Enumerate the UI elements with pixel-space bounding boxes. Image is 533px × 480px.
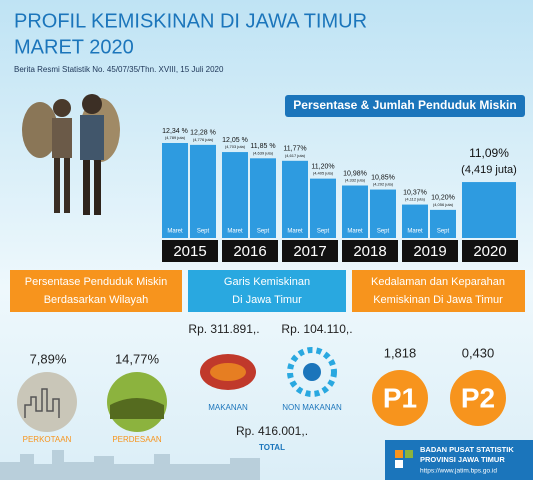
period-label: Sept xyxy=(437,229,450,235)
chart-title-box xyxy=(285,95,525,117)
label: MAKANAN xyxy=(208,403,248,412)
year-band xyxy=(462,240,518,262)
bar xyxy=(342,185,368,238)
illustration xyxy=(22,94,120,215)
bar xyxy=(430,209,456,238)
url: https://www.jatim.bps.go.id xyxy=(420,468,497,475)
period-label: Sept xyxy=(197,229,210,235)
value: 7,89% xyxy=(30,351,67,366)
value-label: 10,98% xyxy=(343,170,367,177)
bar xyxy=(250,158,276,238)
period-label: Maret xyxy=(167,229,183,235)
bar xyxy=(190,144,216,238)
value-label: 11,09% xyxy=(469,146,509,160)
value: 1,818 xyxy=(384,345,417,360)
label: P2 xyxy=(461,382,495,413)
bar xyxy=(370,189,396,238)
section-box xyxy=(188,270,346,312)
year-label: 2019 xyxy=(413,243,446,260)
org: BADAN PUSAT STATISTIK xyxy=(420,445,514,454)
count-label: (4,405 juta) xyxy=(313,171,334,176)
section-title: Garis Kemiskinan xyxy=(224,276,310,288)
footer-box xyxy=(385,440,533,480)
count-label: (4,789 juta) xyxy=(165,135,186,140)
icon-village xyxy=(110,398,164,419)
year-band xyxy=(222,240,278,262)
value-label: 12,05 % xyxy=(222,137,248,144)
value-label: 11,20% xyxy=(311,163,334,170)
count-label: (4,112 juta) xyxy=(405,197,426,202)
year-label: 2016 xyxy=(233,243,266,260)
city-silhouette xyxy=(0,450,260,480)
period-label: Maret xyxy=(287,229,303,235)
value-label: 11,77% xyxy=(283,146,306,153)
bar xyxy=(462,182,516,238)
bar xyxy=(402,204,428,238)
icon-nonfood xyxy=(303,363,321,381)
chart-title: Persentase & Jumlah Penduduk Miskin xyxy=(293,98,516,112)
count-label: (4,617 juta) xyxy=(285,153,306,158)
bar xyxy=(222,152,248,238)
year-label: 2015 xyxy=(173,243,206,260)
icon-p1 xyxy=(372,370,428,426)
bar xyxy=(282,160,308,238)
period-label: Maret xyxy=(227,229,243,235)
count-label: (4,419 juta) xyxy=(461,164,517,176)
value-label: 12,28 % xyxy=(190,130,216,137)
count-label: (4,332 juta) xyxy=(345,178,366,183)
label: TOTAL xyxy=(259,443,285,452)
label: P1 xyxy=(383,382,417,413)
title: MARET 2020 xyxy=(14,36,134,58)
period-label: Sept xyxy=(377,229,390,235)
section-title: Di Jawa Timur xyxy=(232,294,302,306)
bar xyxy=(162,143,188,238)
label: PERKOTAAN xyxy=(23,435,72,444)
value: Rp. 311.891,. xyxy=(188,322,259,336)
count-label: (4,056 juta) xyxy=(433,202,454,207)
subtitle: Berita Resmi Statistik No. 45/07/35/Thn.… xyxy=(14,65,224,74)
bar xyxy=(310,178,336,238)
period-label: Maret xyxy=(347,229,363,235)
year-label: 2020 xyxy=(473,243,506,260)
count-label: (4,292 juta) xyxy=(373,182,394,187)
year-band xyxy=(342,240,398,262)
value: Rp. 104.110,. xyxy=(281,322,352,336)
bps-logo xyxy=(395,450,413,468)
period-label: Sept xyxy=(317,229,330,235)
count-label: (4,639 juta) xyxy=(253,150,274,155)
section-title: Persentase Penduduk Miskin xyxy=(25,276,167,288)
value-label: 12,34 % xyxy=(162,128,188,135)
value-label: 11,85 % xyxy=(250,143,275,150)
period-label: Maret xyxy=(407,229,423,235)
year-band xyxy=(402,240,458,262)
section-title: Kemiskinan Di Jawa Timur xyxy=(373,294,503,306)
org: PROVINSI JAWA TIMUR xyxy=(420,455,505,464)
icon-p2 xyxy=(450,370,506,426)
label: PERDESAAN xyxy=(112,435,162,444)
title: PROFIL KEMISKINAN DI JAWA TIMUR xyxy=(14,10,367,32)
year-band xyxy=(162,240,218,262)
value: 14,77% xyxy=(115,351,160,366)
count-label: (4,776 juta) xyxy=(193,137,214,142)
section-box xyxy=(352,270,525,312)
bar-chart: 2015 12,34 %(4,789 juta) Maret 12,28 %(4,77… xyxy=(162,128,518,262)
value-label: 10,85% xyxy=(371,174,395,181)
value-label: 10,37% xyxy=(403,189,427,196)
year-band xyxy=(282,240,338,262)
year-label: 2017 xyxy=(293,243,326,260)
value: 0,430 xyxy=(462,345,495,360)
section-title: Kedalaman dan Keparahan xyxy=(371,276,505,288)
icon-nonfood xyxy=(287,347,337,397)
year-label: 2018 xyxy=(353,243,386,260)
value: Rp. 416.001,. xyxy=(236,424,308,438)
label: NON MAKANAN xyxy=(282,403,342,412)
value-label: 10,20% xyxy=(431,195,455,202)
count-label: (4,703 juta) xyxy=(225,144,246,149)
section-box xyxy=(10,270,182,312)
section-title: Berdasarkan Wilayah xyxy=(44,294,149,306)
icon-food xyxy=(210,363,246,381)
icon-city xyxy=(24,388,60,418)
period-label: Sept xyxy=(257,229,270,235)
